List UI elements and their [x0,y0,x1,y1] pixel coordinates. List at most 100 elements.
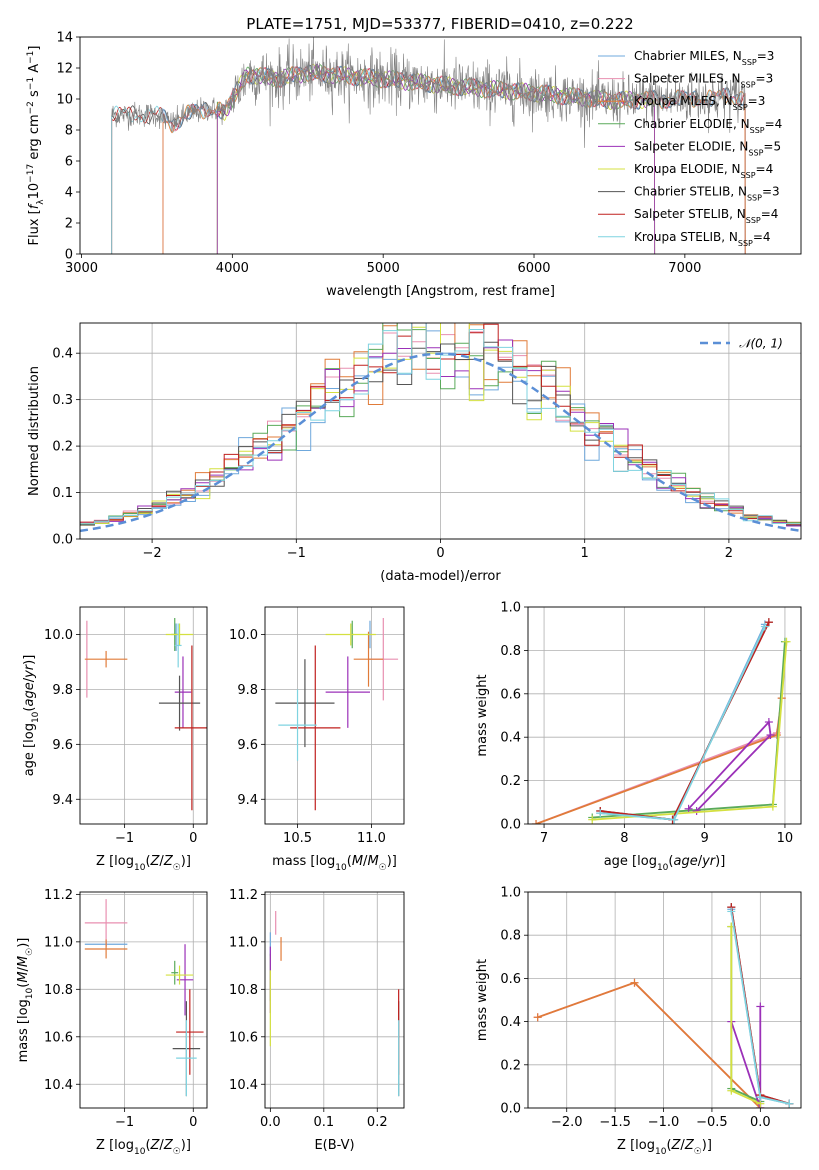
x-tick-label: 3000 [65,261,98,276]
legend-label: 𝒩(0, 1) [739,337,783,351]
y-tick-label: 4 [65,186,73,201]
y-tick-label: 10.4 [229,1078,258,1093]
y-tick-label: 0.6 [500,687,521,702]
spectrum-lines [111,37,746,254]
histograms [80,323,801,533]
weight-line [537,981,761,1108]
legend-label: Salpeter STELIB, NSSP=4 [634,207,778,225]
weight-line [687,719,772,812]
y-tick-label: 0.0 [52,533,73,548]
x-tick-label: 7000 [668,261,701,276]
normal-reference-curve [80,352,801,533]
y-tick-label: 1.0 [500,886,521,901]
axes-frame [79,606,208,825]
weight-line [730,926,761,1105]
y-tick-label: 0.1 [52,486,73,501]
y-tick-label: 9.6 [52,738,73,753]
x-tick-label: −1 [115,831,134,846]
y-tick-label: 14 [56,31,73,46]
y-tick-label: 0.8 [500,644,521,659]
mass-weight-vs-metallicity-panel: −2.0 −1.5 −1.0 −0.5 0.0 0.0 0.2 0.4 0.6 0.8 1.0 Z [… [475,886,802,1157]
mass-vs-metallicity-panel: −1 0 10.4 10.6 10.8 11.0 11.2 Z [log10(Z/Z☉)] ma… [16,888,208,1157]
model-spectrum-line [111,66,746,254]
y-tick-label: 9.8 [237,683,258,698]
x-axis-label: Z [log10(Z/Z☉)] [617,1138,712,1157]
figure-title: PLATE=1751, MJD=53377, FIBERID=0410, z=0… [246,15,633,33]
x-tick-label: 4000 [216,261,249,276]
y-tick-label: 9.6 [237,738,258,753]
weight-line [537,981,761,1108]
axes-frame [79,322,802,540]
legend-label: Kroupa STELIB, NSSP=4 [634,230,771,248]
legend-label: Salpeter MILES, NSSP=3 [634,72,773,90]
age-vs-mass-panel: 10.5 11.0 9.4 9.6 9.8 10.0 mass [log10(M/M☉)] [229,606,405,873]
weight-line [730,1006,762,1108]
y-tick-label: 10 [56,93,73,108]
y-tick-label: 0.2 [52,440,73,455]
weight-line [730,926,761,1103]
y-tick-label: 0.0 [500,818,521,833]
legend-label: Chabrier MILES, NSSP=3 [634,49,774,67]
x-tick-label: 8 [620,831,628,846]
x-tick-label: 5000 [367,261,400,276]
x-tick-label: −1 [115,1115,134,1130]
y-tick-label: 11.2 [229,888,258,903]
y-tick-label: 10.6 [44,1030,73,1045]
x-tick-label: 2 [725,546,733,561]
x-axis-label: (data-model)/error [380,569,501,584]
y-axis-label: mass weight [475,959,490,1041]
y-tick-label: 10.0 [229,628,258,643]
y-tick-label: 10.8 [229,983,258,998]
x-tick-label: −1 [287,546,306,561]
x-tick-label: 0 [189,1115,197,1130]
axes-frame [264,606,405,825]
error-bars [275,617,399,811]
x-axis-label: E(B-V) [314,1138,354,1153]
x-axis-label: wavelength [Angstrom, rest frame] [326,284,555,299]
y-axis-label: age [log10(age/yr)] [22,655,41,777]
axes-frame [527,606,802,825]
y-tick-label: 12 [56,62,73,77]
x-tick-label: 0.0 [750,1115,771,1130]
y-tick-label: 0.4 [500,731,521,746]
x-tick-label: 0.2 [367,1115,388,1130]
histogram-step-line [80,323,801,525]
y-tick-label: 9.4 [237,793,258,808]
x-tick-label: 0 [189,831,197,846]
y-tick-label: 2 [65,217,73,232]
x-tick-label: 0.0 [260,1115,281,1130]
error-bars [269,910,400,1097]
x-tick-label: 9 [701,831,709,846]
legend-label: Kroupa ELODIE, NSSP=4 [634,162,773,180]
y-tick-label: 10.8 [44,983,73,998]
spectrum-panel: 3000 4000 5000 6000 7000 0 2 4 6 8 10 12 14 wavelengt… [26,31,802,299]
axes-frame [264,891,405,1109]
y-tick-label: 0.6 [500,972,521,987]
x-tick-label: 7 [540,831,548,846]
legend-label: Chabrier STELIB, NSSP=3 [634,185,780,203]
x-axis-label: age [log10(age/yr)] [604,854,726,873]
residual-histogram-panel: −2 −1 0 1 2 0.0 0.1 0.2 0.3 0.4 (data-model)/error… [27,322,802,584]
legend-label: Salpeter ELODIE, NSSP=5 [634,139,781,157]
histogram-step-line [80,323,801,525]
y-tick-label: 6 [65,155,73,170]
y-tick-label: 0.2 [500,774,521,789]
weight-lines [532,618,791,824]
observed-spectrum-line [111,37,746,148]
y-tick-label: 0.3 [52,393,73,408]
y-tick-label: 0 [65,248,73,263]
x-tick-label: −0.5 [696,1115,728,1130]
y-axis-label: Normed distribution [27,366,42,496]
y-axis-label: mass weight [475,674,490,756]
x-tick-label: 10 [777,831,794,846]
y-axis-label: Flux [fλ10−17 erg cm−2 s−1 A−1] [26,46,46,246]
y-tick-label: 0.0 [500,1102,521,1117]
error-bars [84,899,204,1097]
y-tick-label: 10.4 [44,1078,73,1093]
y-tick-label: 11.0 [229,935,258,950]
y-tick-label: 0.4 [52,347,73,362]
y-tick-label: 11.0 [44,935,73,950]
y-axis-label: mass [log10(M/M☉)] [16,938,35,1063]
weight-lines [533,903,794,1108]
